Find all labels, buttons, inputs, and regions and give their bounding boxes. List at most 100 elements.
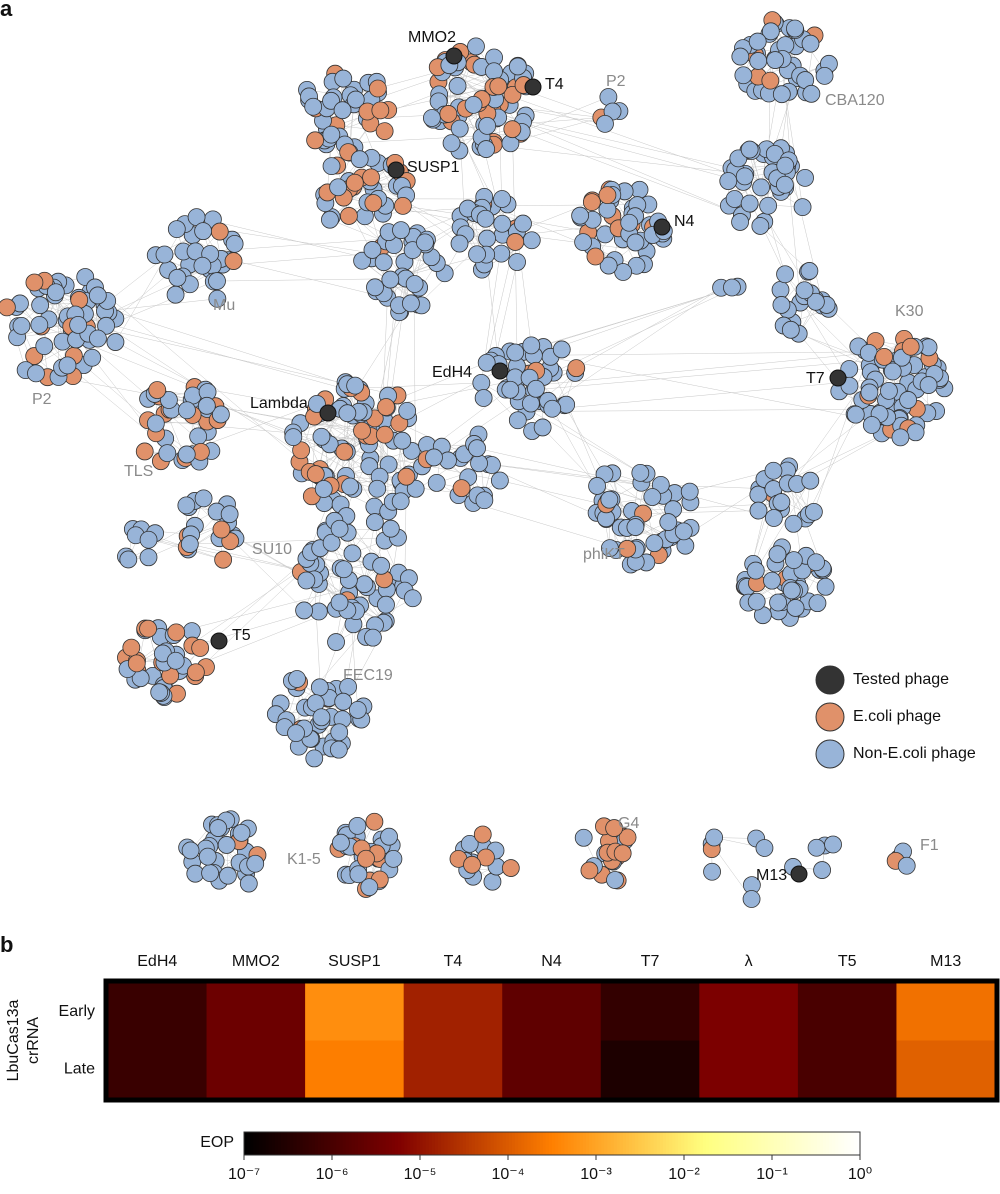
phage-node: [523, 337, 540, 354]
cluster-label: T5: [232, 627, 251, 644]
edge: [484, 144, 745, 173]
phage-node: [509, 254, 526, 271]
phage-node: [123, 639, 140, 656]
phage-node: [471, 455, 488, 472]
phage-node: [785, 515, 802, 532]
phage-node: [89, 287, 106, 304]
phage-node: [349, 701, 366, 718]
phage-node: [313, 428, 330, 445]
phage-node: [752, 217, 769, 234]
phage-node: [735, 67, 752, 84]
phage-node: [509, 58, 526, 75]
edge: [643, 511, 758, 514]
phage-node: [221, 506, 238, 523]
phage-node: [416, 234, 433, 251]
phage-node: [147, 415, 164, 432]
phage-node: [632, 464, 649, 481]
cluster-label: F1: [920, 837, 939, 854]
heatmap-cell: [601, 1041, 700, 1099]
cluster-label: K1-5: [287, 851, 321, 868]
phage-node: [880, 382, 897, 399]
heatmap-cell: [404, 1041, 503, 1099]
phage-node: [478, 141, 495, 158]
phage-node: [406, 276, 423, 293]
phage-node: [365, 195, 382, 212]
phage-node: [681, 483, 698, 500]
phage-node: [477, 210, 494, 227]
phage-node: [607, 872, 624, 889]
column-label: EdH4: [137, 953, 177, 970]
phage-node: [372, 102, 389, 119]
phage-node: [369, 480, 386, 497]
phage-node: [354, 422, 371, 439]
heatmap-cell: [207, 1041, 306, 1099]
phage-node: [351, 151, 368, 168]
phage-node: [307, 132, 324, 149]
phage-node: [298, 572, 315, 589]
phage-node: [504, 121, 521, 138]
phage-node: [773, 494, 790, 511]
phage-node: [369, 80, 386, 97]
phage-node: [195, 223, 212, 240]
phage-node: [485, 63, 502, 80]
phage-node: [202, 865, 219, 882]
phage-node: [808, 839, 825, 856]
y-axis-label: crRNA: [25, 1017, 42, 1064]
phage-node: [507, 233, 524, 250]
phage-node: [817, 578, 834, 595]
phage-node: [342, 478, 359, 495]
phage-node: [335, 693, 352, 710]
phage-node: [349, 817, 366, 834]
y-axis-label: LbuCas13a: [5, 999, 22, 1081]
phage-node: [464, 856, 481, 873]
phage-node: [614, 845, 631, 862]
phage-node: [285, 429, 302, 446]
tested-node: [492, 363, 508, 379]
column-label: T7: [641, 953, 660, 970]
phage-node: [361, 879, 378, 896]
phage-node: [331, 594, 348, 611]
phage-node: [863, 416, 880, 433]
phage-node: [475, 389, 492, 406]
phage-node: [209, 273, 226, 290]
phage-node: [769, 546, 786, 563]
phage-node: [743, 890, 760, 907]
phage-node: [451, 235, 468, 252]
phage-node: [796, 282, 813, 299]
phage-node: [797, 169, 814, 186]
phage-node: [394, 432, 411, 449]
phage-node: [490, 78, 507, 95]
phage-node: [107, 334, 124, 351]
edge: [548, 288, 721, 405]
phage-node: [219, 867, 236, 884]
phage-node: [47, 284, 64, 301]
phage-node: [809, 595, 826, 612]
phage-node: [469, 246, 486, 263]
row-label: Early: [59, 1003, 95, 1020]
phage-node: [825, 836, 842, 853]
heatmap-cell: [108, 983, 207, 1041]
phage-node: [226, 235, 243, 252]
tested-node: [830, 370, 846, 386]
phage-node: [366, 813, 383, 830]
column-label: T4: [444, 953, 463, 970]
phage-node: [289, 670, 306, 687]
phage-node: [802, 35, 819, 52]
phage-node: [777, 266, 794, 283]
legend-label: E.coli phage: [853, 708, 941, 725]
phage-node: [760, 197, 777, 214]
edge: [84, 365, 148, 420]
phage-node: [32, 297, 49, 314]
phage-node: [568, 360, 585, 377]
phage-node: [748, 593, 765, 610]
heatmap-cell: [699, 983, 798, 1041]
phage-node: [315, 481, 332, 498]
phage-node: [36, 338, 53, 355]
cluster-label: K30: [895, 303, 924, 320]
phage-node: [149, 382, 166, 399]
phage-node: [808, 554, 825, 571]
phage-node: [772, 281, 789, 298]
colorbar-tick-label: 10⁻⁴: [491, 1166, 524, 1183]
